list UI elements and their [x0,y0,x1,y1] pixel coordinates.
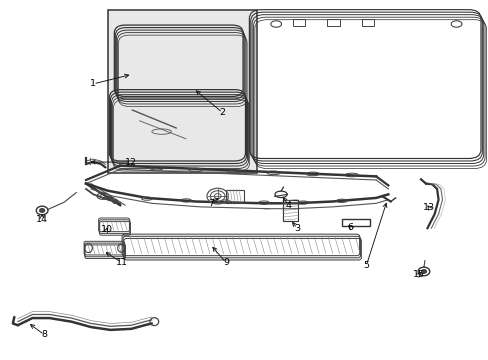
Text: 2: 2 [219,108,225,117]
Text: 1: 1 [90,80,96,89]
Bar [108,10,256,173]
Circle shape [40,209,44,212]
Text: 5: 5 [363,261,368,270]
Text: 7: 7 [208,199,214,208]
Text: 6: 6 [347,223,353,232]
Text: 12: 12 [125,158,137,167]
Bar [226,190,243,203]
Circle shape [421,270,426,273]
Text: 11: 11 [115,258,127,267]
Text: 9: 9 [223,258,228,267]
Bar [341,220,369,226]
Text: 10: 10 [101,225,113,234]
Bar [293,19,305,26]
Text: 13: 13 [422,203,434,212]
Bar [327,19,339,26]
Circle shape [108,197,113,201]
Bar [361,19,373,26]
Text: 15: 15 [412,270,424,279]
Text: 14: 14 [36,215,48,224]
Text: 4: 4 [285,201,291,210]
Text: 3: 3 [293,224,300,233]
Bar [282,200,298,221]
Text: 8: 8 [41,330,47,339]
Circle shape [113,200,118,203]
